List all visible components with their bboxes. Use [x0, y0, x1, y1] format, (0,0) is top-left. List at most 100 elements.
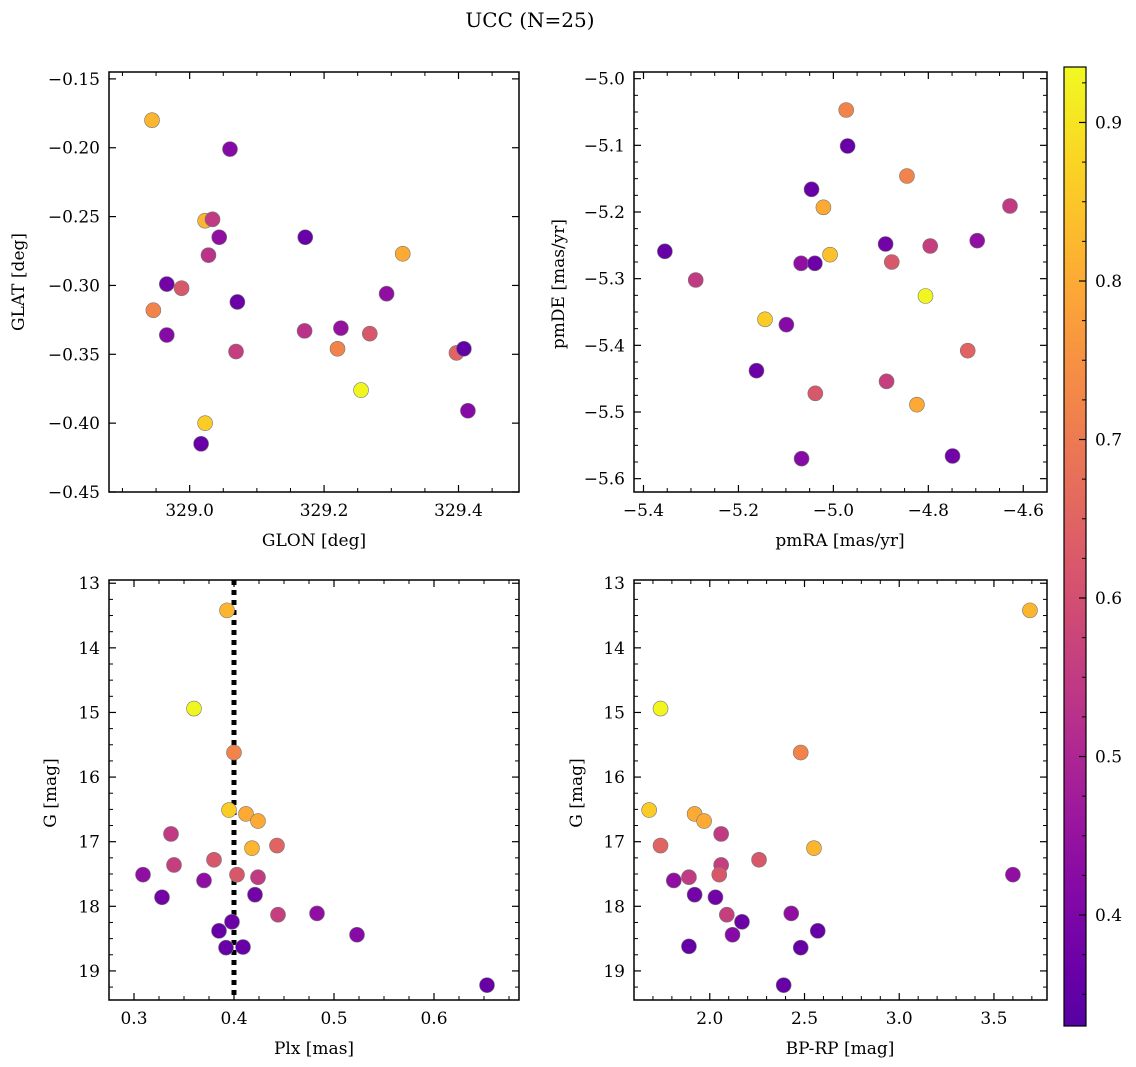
scatter-point — [229, 294, 246, 310]
y-tick-label: 16 — [78, 768, 100, 788]
scatter-point — [899, 168, 915, 184]
scatter-point — [909, 396, 925, 413]
y-tick-label: 13 — [603, 574, 625, 594]
panel-glon-glat: GLON [deg] GLAT [deg] 329.0 329.2 329.4 −0.… — [9, 70, 520, 551]
figure-title: UCC (N=25) — [465, 8, 594, 32]
scatter-point — [235, 939, 251, 955]
scatter-point — [269, 837, 285, 854]
scatter-point — [206, 851, 222, 868]
x-tick-label: 3.0 — [886, 1009, 913, 1029]
y-axis-label: pmDE [mas/yr] — [549, 219, 569, 349]
scatter-point — [793, 255, 809, 272]
scatter-point — [250, 813, 266, 829]
scatter-point — [792, 744, 809, 761]
scatter-point — [681, 869, 697, 886]
axis-ticks: −5.4 −5.2 −5.0 −4.8 −4.6 −5.6 −5.5 −5.4 −5.3 −5.2… — [584, 70, 1048, 521]
colorbar-tick-label: 0.5 — [1095, 748, 1122, 768]
scatter-point — [211, 923, 227, 939]
y-tick-label: 15 — [603, 703, 625, 723]
scatter-point — [792, 939, 809, 956]
scatter-point — [270, 906, 286, 923]
scatter-point — [883, 254, 900, 270]
scatter-point — [244, 840, 260, 856]
scatter-point — [707, 889, 724, 906]
scatter-point — [166, 857, 182, 873]
y-tick-label: 14 — [78, 639, 100, 659]
scatter-point — [229, 866, 245, 883]
x-tick-label: −5.0 — [813, 501, 854, 521]
x-tick-label: 0.3 — [120, 1009, 147, 1029]
scatter-point — [219, 602, 235, 619]
scatter-point — [807, 385, 824, 402]
panel-pmra-pmde: pmRA [mas/yr] pmDE [mas/yr] −5.4 −5.2 −5.0… — [549, 70, 1048, 551]
scatter-point — [228, 343, 244, 360]
axes-frame — [108, 71, 520, 493]
scatter-point — [196, 872, 212, 889]
scatter-point — [665, 872, 682, 889]
scatter-point — [163, 826, 179, 842]
y-tick-label: 18 — [78, 897, 100, 917]
scatter-point — [186, 700, 202, 717]
panel-bprp-g: BP-RP [mag] G [mag] 2.0 2.5 3.0 3.5 13 14 15 16… — [567, 574, 1048, 1059]
y-tick-label: 17 — [603, 833, 625, 853]
scatter-point — [969, 232, 986, 249]
y-tick-label: 15 — [78, 703, 100, 723]
scatter-point — [456, 340, 472, 357]
scatter-point — [1002, 198, 1018, 214]
scatter-point — [793, 450, 810, 467]
scatter-point — [657, 243, 673, 260]
scatter-point — [711, 866, 728, 883]
x-axis-label: BP-RP [mag] — [786, 1039, 895, 1059]
scatter-point — [807, 255, 823, 272]
scatter-point — [809, 923, 826, 939]
panel-plx-g: Plx [mas] G [mag] 0.3 0.4 0.5 0.6 13 14 15 16 17… — [41, 574, 520, 1059]
y-tick-label: 18 — [603, 897, 625, 917]
axis-ticks: 329.0 329.2 329.4 −0.45 −0.40 −0.35 −0.30 −0.25… — [48, 70, 519, 521]
scatter-point — [681, 938, 697, 955]
y-tick-label: −5.3 — [584, 270, 625, 290]
scatter-point — [652, 837, 669, 854]
scatter-point — [197, 415, 213, 431]
y-axis-label: G [mag] — [41, 758, 61, 827]
scatter-point — [1005, 866, 1021, 883]
scatter-point — [200, 247, 217, 263]
scatter-point — [349, 926, 365, 943]
scatter-point — [877, 236, 894, 252]
colorbar: 0.4 0.5 0.6 0.7 0.8 0.9 — [1063, 66, 1122, 1027]
scatter-point — [193, 436, 209, 452]
y-tick-label: −0.15 — [48, 70, 100, 90]
scatter-point — [145, 302, 162, 319]
y-tick-label: 13 — [78, 574, 100, 594]
scatter-point — [652, 700, 669, 717]
scatter-points — [641, 602, 1038, 993]
x-tick-label: −4.8 — [908, 501, 949, 521]
axes-frame — [633, 71, 1048, 493]
scatter-point — [757, 311, 773, 328]
scatter-point — [159, 327, 175, 343]
scatter-point — [822, 246, 838, 263]
scatter-point — [221, 802, 237, 818]
scatter-point — [959, 342, 976, 359]
x-tick-label: −4.6 — [1003, 501, 1044, 521]
axes-frame — [633, 579, 1048, 1001]
scatter-point — [686, 886, 703, 903]
scatter-point — [247, 886, 263, 903]
scatter-point — [838, 102, 854, 118]
x-tick-label: 329.2 — [300, 501, 349, 521]
y-tick-label: 19 — [78, 962, 100, 982]
scatter-point — [224, 914, 240, 930]
scatter-point — [222, 141, 238, 157]
scatter-point — [211, 229, 228, 246]
scatter-point — [297, 229, 314, 246]
scatter-point — [250, 869, 266, 886]
y-tick-label: −5.0 — [584, 70, 625, 90]
y-tick-label: −0.20 — [48, 139, 100, 159]
y-axis-label: GLAT [deg] — [9, 233, 29, 331]
y-tick-label: −0.45 — [48, 483, 100, 503]
y-tick-label: −0.40 — [48, 414, 100, 434]
scatter-point — [641, 802, 657, 818]
scatter-point — [144, 112, 160, 128]
scatter-point — [353, 382, 369, 398]
y-axis-label: G [mag] — [567, 758, 587, 827]
